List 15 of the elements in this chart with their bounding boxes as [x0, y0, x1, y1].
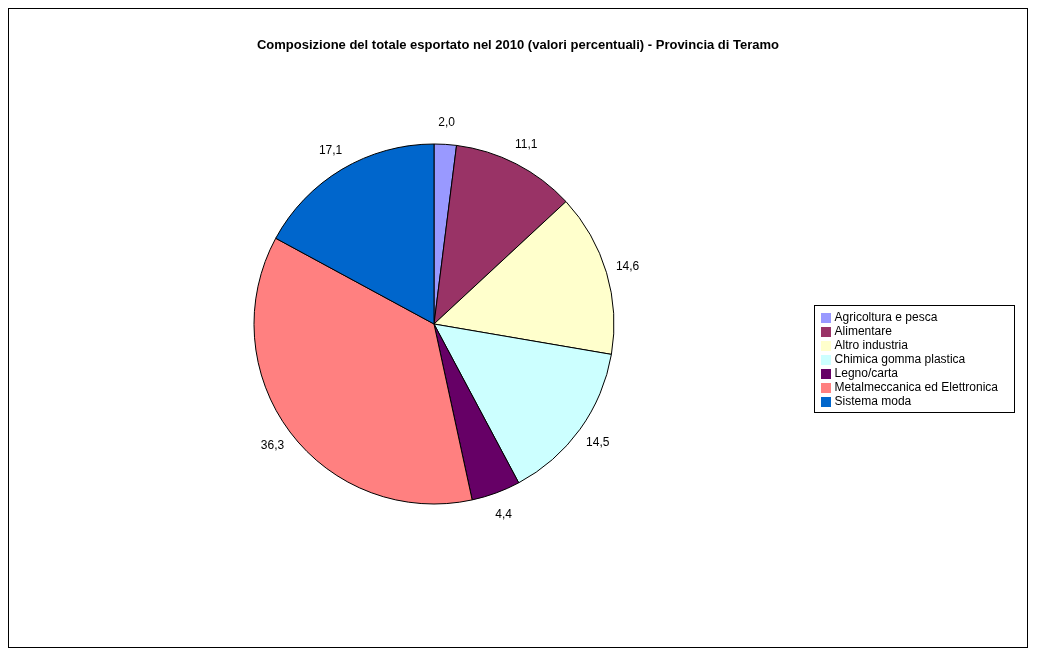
- data-label: 2,0: [438, 115, 456, 130]
- legend-label: Agricoltura e pesca: [834, 310, 938, 324]
- legend-label: Legno/carta: [834, 366, 898, 380]
- data-label: 17,1: [318, 143, 343, 158]
- data-label: 11,1: [515, 137, 538, 152]
- chart-title: Composizione del totale esportato nel 2010 (valori percentuali) - Provincia di Teramo: [255, 37, 781, 52]
- data-label: 36,3: [260, 438, 285, 453]
- legend-label: Sistema moda: [834, 394, 912, 408]
- legend-label: Metalmeccanica ed Elettronica: [834, 380, 998, 394]
- legend-label: Chimica gomma plastica: [834, 352, 966, 366]
- legend-label: Alimentare: [834, 324, 892, 338]
- data-label: 14,5: [586, 435, 610, 450]
- legend-label: Altro industria: [834, 338, 908, 352]
- data-label: 4,4: [495, 506, 513, 521]
- data-label: 14,6: [615, 259, 640, 274]
